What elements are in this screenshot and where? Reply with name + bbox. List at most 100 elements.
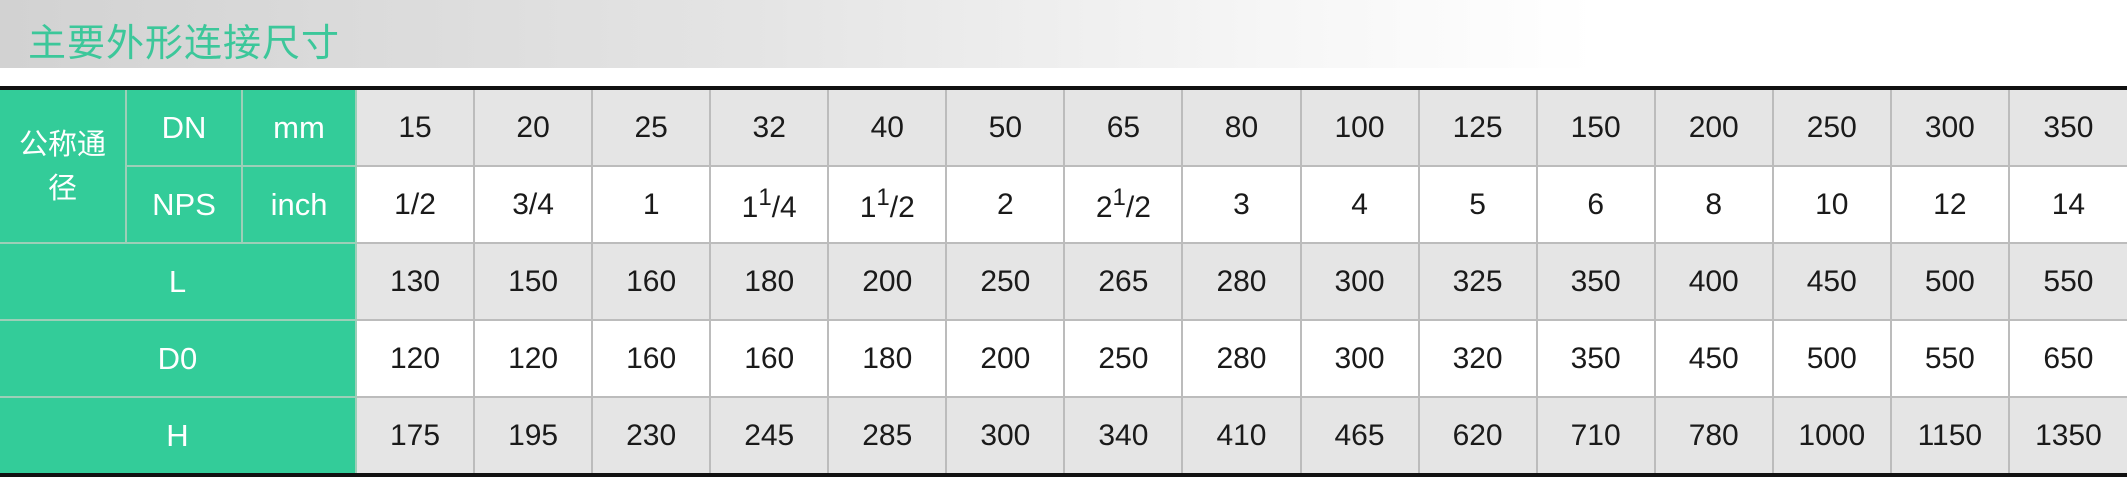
- label-nominal-diameter: 公称通径: [0, 87, 127, 244]
- cell-l: 350: [1535, 242, 1656, 321]
- nps-whole: 4: [1351, 187, 1368, 221]
- cell-h: 300: [945, 396, 1066, 476]
- cell-d0: 250: [1063, 319, 1184, 398]
- nps-whole: 3: [1233, 187, 1250, 221]
- nps-whole: 1: [642, 187, 660, 221]
- nps-whole: 1/2: [394, 187, 436, 221]
- cell-dn: 100: [1299, 87, 1420, 167]
- cell-h: 1000: [1771, 396, 1892, 476]
- row-h: H 175 195 230 245 285 300 340 410 465 620 710 780 10…: [0, 396, 2127, 476]
- cell-l: 200: [827, 242, 948, 321]
- nps-whole: 5: [1469, 187, 1486, 221]
- cell-dn: 25: [591, 87, 712, 167]
- cell-d0: 450: [1653, 319, 1774, 398]
- cell-d0: 500: [1771, 319, 1892, 398]
- row-dn: 公称通径 DN mm 15 20 25 32 40 50 65 80 100 125 150 200 2…: [0, 87, 2127, 244]
- cell-dn: 125: [1417, 87, 1538, 167]
- label-d0: D0: [0, 319, 357, 398]
- cell-h: 710: [1535, 396, 1656, 476]
- nps-whole: 2: [997, 187, 1014, 221]
- nps-fraction-denominator: /4: [771, 191, 797, 224]
- cell-l: 180: [709, 242, 830, 321]
- nps-whole: 1: [741, 191, 759, 224]
- cell-l: 450: [1771, 242, 1892, 321]
- cell-nps: 3/4: [473, 165, 594, 244]
- cell-nps: 11/2: [827, 165, 948, 244]
- cell-dn: 50: [945, 87, 1066, 167]
- cell-nps: 21/2: [1063, 165, 1184, 244]
- cell-dn: 40: [827, 87, 948, 167]
- cell-h: 410: [1181, 396, 1302, 476]
- cell-l: 550: [2007, 242, 2127, 321]
- cell-d0: 350: [1535, 319, 1656, 398]
- cell-h: 1350: [2007, 396, 2127, 476]
- cell-l: 280: [1181, 242, 1302, 321]
- cell-d0: 650: [2007, 319, 2127, 398]
- cell-l: 500: [1889, 242, 2010, 321]
- cell-h: 465: [1299, 396, 1420, 476]
- nps-whole: 1: [859, 191, 877, 224]
- nps-fraction-numerator: 1: [876, 184, 890, 211]
- cell-dn: 250: [1771, 87, 1892, 167]
- cell-nps: 1: [591, 165, 712, 244]
- cell-d0: 550: [1889, 319, 2010, 398]
- cell-h: 780: [1653, 396, 1774, 476]
- nps-fraction-numerator: 1: [1112, 184, 1126, 211]
- cell-d0: 120: [473, 319, 594, 398]
- label-h: H: [0, 396, 357, 476]
- cell-nps: 3: [1181, 165, 1302, 244]
- section-header: 主要外形连接尺寸: [0, 0, 2127, 68]
- row-nps: NPS inch 1/2 3/4 1 11/4 11/2 2 21/2 3 4 5 6 8 10 12 14: [0, 165, 2127, 244]
- cell-l: 160: [591, 242, 712, 321]
- cell-nps: 1/2: [354, 165, 476, 244]
- cell-nps: 10: [1771, 165, 1892, 244]
- cell-nps: 14: [2007, 165, 2127, 244]
- cell-d0: 280: [1181, 319, 1302, 398]
- nps-whole: 12: [1933, 187, 1967, 221]
- cell-dn: 200: [1653, 87, 1774, 167]
- nps-fraction-denominator: /2: [1125, 191, 1151, 224]
- cell-h: 195: [473, 396, 594, 476]
- label-l: L: [0, 242, 357, 321]
- nps-fraction-numerator: 1: [758, 184, 772, 211]
- cell-l: 300: [1299, 242, 1420, 321]
- cell-h: 1150: [1889, 396, 2010, 476]
- cell-h: 620: [1417, 396, 1538, 476]
- nps-fraction-denominator: /2: [889, 191, 915, 224]
- cell-l: 400: [1653, 242, 1774, 321]
- cell-nps: 12: [1889, 165, 2010, 244]
- cell-nps: 5: [1417, 165, 1538, 244]
- nps-whole: 8: [1705, 187, 1723, 221]
- cell-l: 250: [945, 242, 1066, 321]
- label-nps: NPS: [126, 165, 243, 244]
- label-inch: inch: [241, 165, 357, 244]
- nps-whole: 10: [1815, 187, 1849, 221]
- cell-nps: 6: [1535, 165, 1656, 244]
- cell-d0: 120: [354, 319, 476, 398]
- label-mm: mm: [241, 87, 357, 167]
- cell-nps: 8: [1653, 165, 1774, 244]
- cell-d0: 160: [591, 319, 712, 398]
- cell-dn: 80: [1181, 87, 1302, 167]
- cell-nps: 4: [1299, 165, 1420, 244]
- cell-l: 150: [473, 242, 594, 321]
- row-d0: D0 120 120 160 160 180 200 250 280 300 320 350 450 5…: [0, 319, 2127, 398]
- cell-dn: 20: [473, 87, 594, 167]
- cell-h: 285: [827, 396, 948, 476]
- cell-dn: 15: [354, 87, 476, 167]
- cell-nps: 11/4: [709, 165, 830, 244]
- cell-d0: 320: [1417, 319, 1538, 398]
- nps-whole: 14: [2051, 187, 2086, 221]
- cell-h: 175: [354, 396, 476, 476]
- cell-h: 230: [591, 396, 712, 476]
- cell-nps: 2: [945, 165, 1066, 244]
- cell-dn: 32: [709, 87, 830, 167]
- dimensions-table: 公称通径 DN mm 15 20 25 32 40 50 65 80 100 125 150 200 2…: [0, 86, 2127, 477]
- cell-dn: 300: [1889, 87, 2010, 167]
- cell-dn: 150: [1535, 87, 1656, 167]
- row-l: L 130 150 160 180 200 250 265 280 300 325 350 400 45…: [0, 242, 2127, 321]
- nps-whole: 3/4: [512, 187, 554, 221]
- cell-d0: 160: [709, 319, 830, 398]
- section-title: 主要外形连接尺寸: [28, 21, 341, 65]
- nps-whole: 2: [1095, 191, 1113, 224]
